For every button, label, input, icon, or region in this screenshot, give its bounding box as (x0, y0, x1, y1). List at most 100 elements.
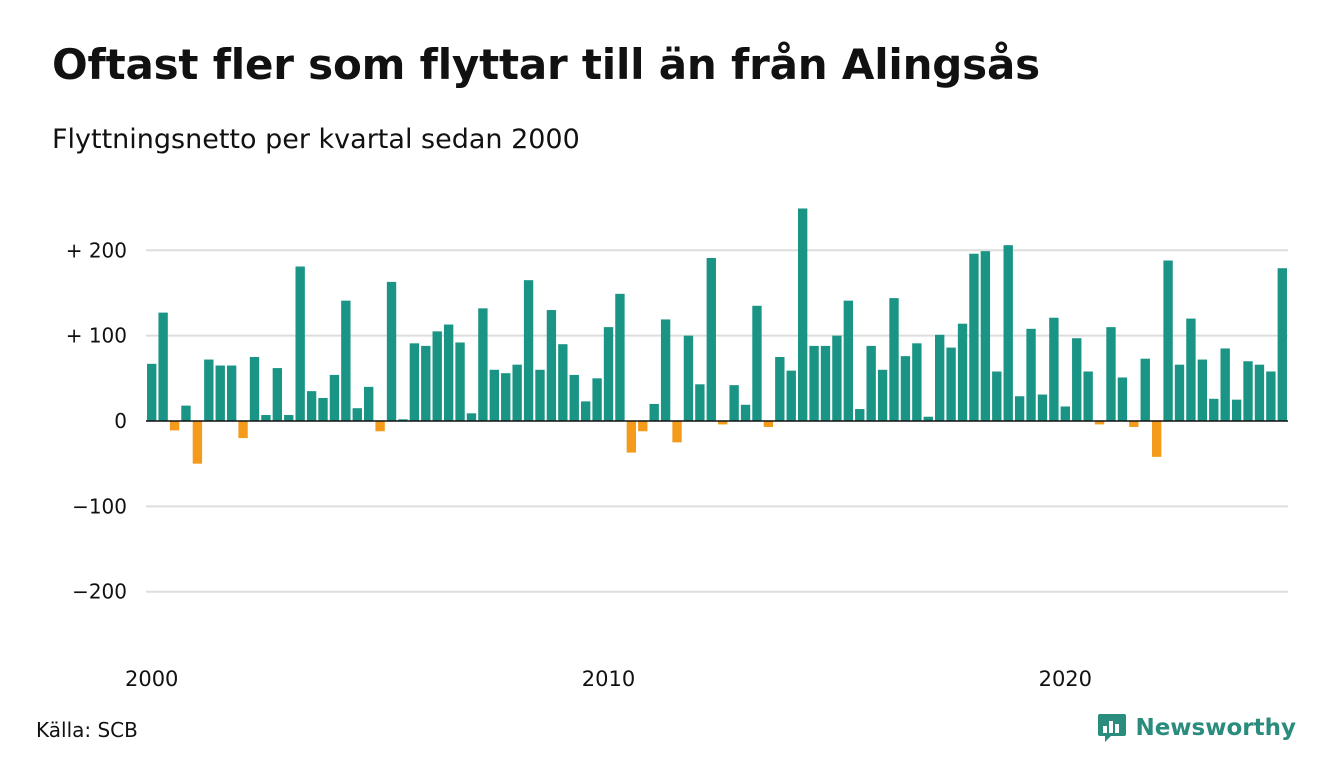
bar (775, 356, 785, 421)
bar (455, 342, 465, 421)
bar (1003, 245, 1013, 421)
bar (226, 365, 237, 421)
bar (1094, 421, 1105, 425)
bar (295, 266, 305, 421)
bar (592, 378, 602, 421)
bar (1014, 396, 1025, 421)
bar (329, 374, 340, 421)
x-tick-label: 2010 (582, 667, 635, 691)
bar (489, 369, 499, 421)
bar (626, 421, 637, 453)
bar (923, 416, 933, 421)
bar (615, 293, 625, 421)
bar (169, 421, 180, 431)
bar (1186, 318, 1196, 421)
bar (1174, 364, 1185, 421)
bar (763, 421, 774, 427)
bar (215, 365, 225, 421)
bar (1026, 328, 1036, 421)
bar (147, 363, 157, 421)
bar (238, 421, 248, 439)
bar (261, 415, 271, 421)
bar (992, 371, 1002, 421)
bar (523, 280, 534, 421)
bar (272, 368, 283, 421)
bar (1266, 371, 1276, 421)
bar (512, 364, 522, 421)
bar (1209, 398, 1219, 421)
bar (980, 251, 991, 421)
bar (443, 324, 454, 421)
bar (855, 409, 865, 421)
bar (1060, 406, 1070, 421)
bar (877, 369, 888, 421)
bar (558, 344, 568, 421)
bar (318, 397, 328, 421)
bar (341, 300, 351, 421)
bar (1243, 361, 1253, 421)
bar (638, 421, 648, 432)
grid-lines (146, 249, 1288, 593)
bar (466, 413, 477, 421)
bar (352, 408, 362, 421)
bar (364, 386, 374, 421)
bar (1129, 421, 1139, 427)
bar (969, 253, 979, 421)
bar (306, 391, 317, 421)
bar (1083, 371, 1093, 421)
y-tick-label: 0 (114, 409, 127, 433)
bar (695, 384, 705, 421)
bar (158, 312, 168, 421)
bar (740, 404, 751, 421)
y-tick-label: + 200 (66, 238, 127, 262)
chart-subtitle: Flyttningsnetto per kvartal sedan 2000 (52, 124, 580, 155)
bar (1072, 338, 1082, 421)
y-tick-label: −200 (72, 580, 127, 604)
y-tick-label: −100 (72, 494, 127, 518)
bar (672, 421, 682, 443)
bar (421, 345, 431, 421)
x-tick-label: 2020 (1039, 667, 1092, 691)
bar (478, 308, 488, 421)
bar (204, 359, 214, 421)
bars (147, 208, 1287, 464)
bar (386, 281, 397, 421)
bar (649, 403, 659, 421)
bar (843, 300, 854, 421)
y-tick-label: + 100 (66, 324, 127, 348)
bar (832, 335, 842, 421)
bar (718, 421, 728, 425)
bar (501, 373, 511, 421)
bar (398, 419, 408, 421)
bar (946, 347, 956, 421)
source-label: Källa: SCB (36, 718, 138, 742)
newsworthy-logo-icon (1098, 714, 1127, 742)
bar (432, 331, 442, 421)
brand-label: Newsworthy (1135, 715, 1296, 741)
bar (797, 208, 808, 421)
bar (569, 374, 579, 421)
bar (1117, 377, 1128, 421)
bar (957, 323, 968, 421)
bar (1231, 399, 1242, 421)
bar (1140, 358, 1150, 421)
bar (249, 356, 260, 421)
bar (729, 385, 739, 421)
bar (820, 345, 831, 421)
bar (900, 356, 911, 421)
bar (1049, 317, 1059, 421)
bar (1220, 348, 1230, 421)
bar (889, 298, 899, 421)
axes: + 200 + 100 0 −100 −200 2000 2010 2020 (66, 238, 1288, 691)
net-migration-bar-chart: + 200 + 100 0 −100 −200 2000 2010 2020 (66, 208, 1288, 691)
bar (375, 421, 385, 432)
bar (1106, 327, 1116, 422)
bar (192, 421, 203, 464)
brand: Newsworthy (1097, 712, 1296, 744)
bar (535, 369, 545, 421)
x-tick-label: 2000 (125, 667, 178, 691)
bar (409, 343, 420, 421)
bar (603, 327, 614, 422)
bar (546, 310, 557, 421)
bar (809, 345, 819, 421)
